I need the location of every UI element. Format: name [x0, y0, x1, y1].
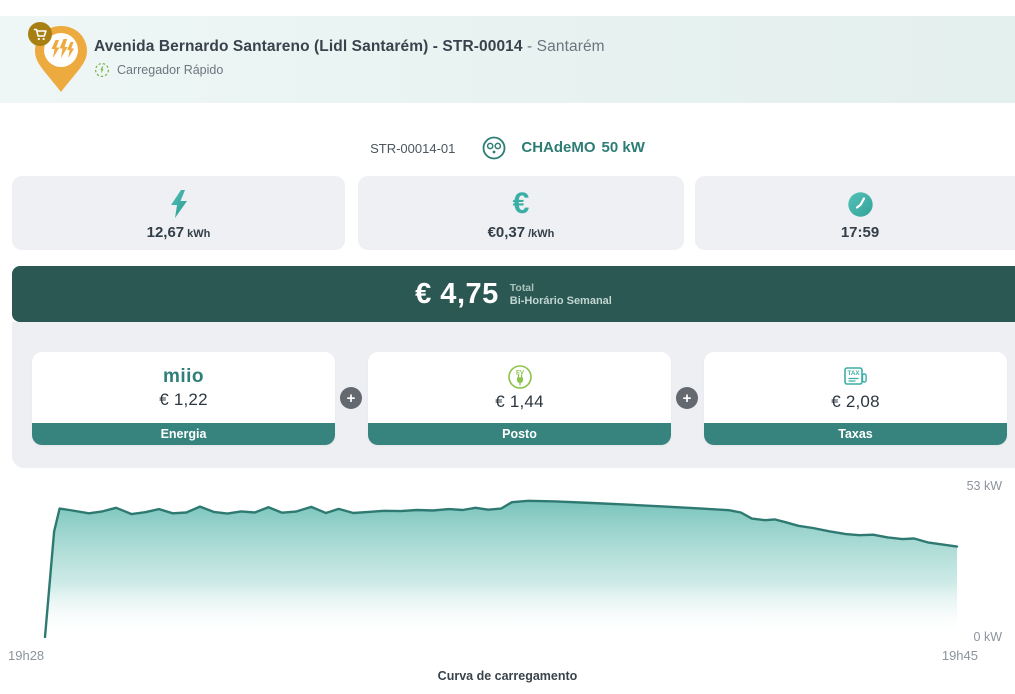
tariff-label: Bi-Horário Semanal	[509, 294, 612, 307]
duration-value: 17:59	[841, 224, 879, 241]
svg-text:TAX: TAX	[847, 370, 860, 377]
chart-caption: Curva de carregamento	[437, 669, 578, 683]
total-label: Total	[509, 281, 535, 294]
charging-curve-chart	[43, 499, 959, 638]
duration-stat-card: 17:59	[695, 176, 1015, 250]
station-price-card: EV € 1,44 Posto	[368, 352, 671, 445]
plus-icon: +	[340, 387, 362, 409]
tax-receipt-icon: TAX	[843, 366, 867, 385]
cart-icon	[33, 28, 47, 41]
connector-power-label: 50 kW	[601, 139, 645, 156]
price-per-kwh-card: € €0,37/kWh	[358, 176, 684, 250]
taxes-price: € 2,08	[831, 391, 880, 411]
station-title-bold: Avenida Bernardo Santareno (Lidl Santaré…	[94, 38, 523, 55]
taxes-price-card: TAX € 2,08 Taxas	[704, 352, 1007, 445]
price-per-kwh-value: €0,37/kWh	[488, 224, 555, 241]
taxes-footer: Taxas	[704, 423, 1007, 445]
x-axis-start-label: 19h28	[8, 648, 45, 663]
price-amount: €0,37	[487, 224, 526, 241]
price-unit: /kWh	[528, 228, 555, 240]
energy-footer: Energia	[32, 423, 335, 445]
session-stats-row: 12,67 kWh € €0,37/kWh 17:59	[12, 176, 1015, 250]
energy-amount: 12,67	[146, 224, 185, 241]
price-breakdown-panel: miio € 1,22 Energia + EV € 1,44 Posto +	[12, 322, 1015, 468]
connector-type-label: CHAdeMO	[521, 139, 596, 156]
station-footer: Posto	[368, 423, 671, 445]
energy-price: € 1,22	[159, 389, 208, 409]
lightning-icon	[168, 187, 190, 221]
ev-charger-icon: EV	[507, 364, 532, 389]
charger-type-label: Carregador Rápido	[117, 63, 224, 77]
chademo-connector-icon	[482, 136, 506, 160]
connector-selector[interactable]: STR-00014-01 CHAdeMO 50 kW	[0, 135, 1015, 161]
station-header[interactable]: Avenida Bernardo Santareno (Lidl Santaré…	[0, 16, 1015, 103]
euro-icon: €	[512, 187, 530, 220]
charger-type-row: Carregador Rápido	[94, 62, 223, 78]
duration-time: 17:59	[840, 224, 880, 241]
energy-stat-card: 12,67 kWh	[12, 176, 345, 250]
plus-icon: +	[676, 387, 698, 409]
station-title: Avenida Bernardo Santareno (Lidl Santaré…	[94, 38, 605, 56]
svg-text:EV: EV	[515, 370, 523, 376]
energy-value: 12,67 kWh	[147, 224, 211, 241]
energy-price-card: miio € 1,22 Energia	[32, 352, 335, 445]
total-labels: Total Bi-Horário Semanal	[510, 280, 612, 309]
cart-badge	[28, 22, 52, 46]
y-axis-min-label: 0 kW	[973, 630, 1002, 644]
station-price: € 1,44	[495, 391, 544, 411]
energy-unit: kWh	[187, 228, 211, 240]
total-banner: € 4,75 Total Bi-Horário Semanal	[12, 266, 1015, 322]
station-pin-icon	[24, 18, 90, 96]
fast-charger-icon	[94, 62, 110, 78]
y-axis-max-label: 53 kW	[966, 479, 1002, 493]
connector-code: STR-00014-01	[370, 140, 456, 156]
x-axis-end-label: 19h45	[941, 648, 978, 663]
clock-icon	[847, 187, 874, 221]
miio-logo: miio	[162, 365, 205, 387]
station-title-city: - Santarém	[522, 38, 605, 55]
total-amount: € 4,75	[415, 277, 499, 310]
